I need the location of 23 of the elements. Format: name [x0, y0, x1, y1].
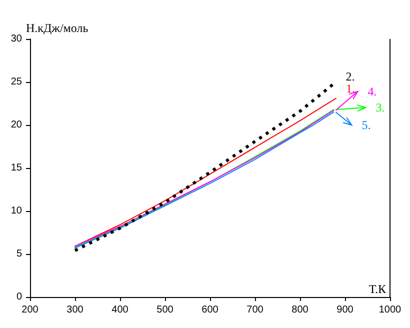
x-tick-label: 1000	[378, 304, 402, 316]
legend-label: 3.	[376, 100, 385, 115]
x-tick-label: 800	[292, 304, 309, 316]
y-tick-label: 15	[10, 162, 22, 174]
y-tick-label: 0	[16, 292, 22, 302]
x-tick-label: 300	[66, 304, 84, 316]
legend-label: 5.	[362, 118, 371, 132]
x-tick-label: 700	[246, 304, 264, 316]
x-axis-title: Т.К	[368, 282, 387, 296]
y-tick-label: 20	[10, 120, 22, 130]
x-tick-label: 200	[22, 304, 39, 316]
y-tick-label: 30	[10, 34, 22, 44]
series-label: 2.	[346, 70, 355, 84]
y-tick-label: 5	[16, 248, 22, 260]
x-tick-label: 400	[112, 304, 129, 316]
y-axis-title: Н.кДж/моль	[26, 21, 89, 36]
x-tick-label: 600	[202, 304, 219, 316]
series-label: 1.	[346, 81, 355, 96]
y-tick-label: 25	[10, 76, 22, 88]
y-tick-label: 10	[10, 206, 22, 216]
x-tick-label: 900	[336, 304, 354, 316]
text: 4.	[368, 84, 377, 98]
x-tick-label: 500	[156, 304, 174, 316]
